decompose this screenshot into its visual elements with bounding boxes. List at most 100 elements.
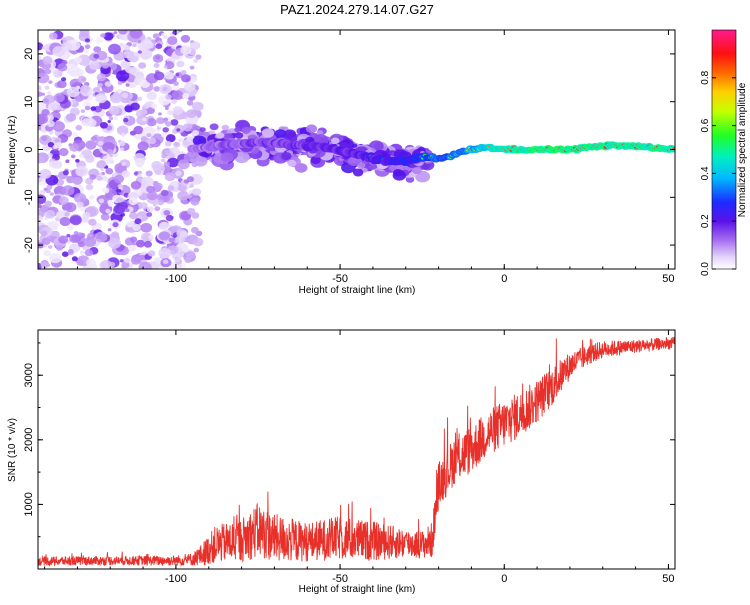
heatmap-cell	[163, 149, 171, 156]
heatmap-cell	[164, 71, 174, 80]
heatmap-cell	[120, 132, 126, 137]
heatmap-cell	[83, 236, 97, 247]
heatmap-cell	[89, 195, 95, 200]
x-tick-label: 0	[501, 573, 507, 585]
heatmap-cell	[98, 198, 105, 204]
heatmap-cell	[192, 101, 204, 112]
spectrogram-x-axis-label: Height of straight line (km)	[299, 285, 416, 296]
heatmap-cell	[40, 230, 48, 237]
heatmap-cell	[234, 127, 241, 133]
heatmap-cell	[53, 93, 65, 103]
heatmap-cell	[143, 240, 152, 248]
heatmap-cell	[131, 241, 137, 246]
spectrogram-x-ticks: -100 -50 0 50	[44, 30, 675, 285]
heatmap-cell	[77, 232, 83, 237]
heatmap-cell	[100, 33, 106, 38]
heatmap-cell	[175, 243, 189, 255]
heatmap-cell	[186, 100, 194, 106]
heatmap-cell	[113, 31, 118, 35]
heatmap-cell	[158, 112, 162, 116]
heatmap-cell	[153, 63, 160, 68]
heatmap-cell	[74, 56, 83, 64]
heatmap-cell	[158, 124, 163, 129]
heatmap-cell	[129, 212, 138, 220]
heatmap-cell	[83, 61, 89, 67]
heatmap-cell	[56, 80, 67, 89]
heatmap-cell	[75, 159, 80, 163]
heatmap-cell	[136, 115, 149, 126]
heatmap-cell	[97, 141, 104, 146]
heatmap-cell	[167, 36, 178, 45]
heatmap-cell	[66, 176, 71, 180]
heatmap-cell	[164, 106, 169, 110]
heatmap-cell	[116, 197, 123, 203]
heatmap-cell	[160, 158, 166, 163]
heatmap-cell	[189, 65, 195, 70]
heatmap-cell	[100, 213, 110, 221]
heatmap-cell	[174, 142, 179, 146]
heatmap-cell	[241, 126, 251, 134]
heatmap-cell	[411, 166, 422, 175]
heatmap-cell	[55, 244, 64, 251]
heatmap-cell	[168, 237, 175, 243]
heatmap-cell	[171, 99, 178, 104]
heatmap-cell	[110, 93, 122, 104]
heatmap-cell	[189, 75, 198, 83]
heatmap-cell	[67, 224, 74, 230]
heatmap-cell	[161, 154, 167, 159]
heatmap-cell	[84, 249, 93, 257]
heatmap-cell	[146, 91, 157, 101]
heatmap-cell	[112, 222, 119, 228]
heatmap-cell	[261, 128, 275, 138]
heatmap-cell	[191, 226, 199, 234]
heatmap-cell	[184, 257, 192, 264]
figure-title: PAZ1.2024.279.14.07.G27	[280, 2, 434, 17]
x-tick-label: -100	[165, 573, 187, 585]
heatmap-cell	[69, 234, 80, 243]
heatmap-cell	[69, 143, 80, 152]
heatmap-cell	[113, 174, 124, 184]
heatmap-cell	[139, 48, 153, 60]
heatmap-cell	[81, 149, 93, 159]
heatmap-cell	[95, 37, 104, 44]
heatmap-cell	[61, 41, 73, 52]
heatmap-cell	[126, 50, 134, 57]
heatmap-cell	[138, 261, 152, 269]
heatmap-cell	[163, 65, 168, 69]
heatmap-cell	[184, 82, 196, 92]
heatmap-cell	[154, 206, 161, 212]
heatmap-cell	[152, 33, 160, 39]
heatmap-cell	[38, 85, 42, 89]
heatmap-cell	[148, 234, 155, 240]
heatmap-cell	[85, 140, 97, 150]
spectrogram-marks	[38, 30, 675, 269]
heatmap-cell	[146, 206, 154, 213]
heatmap-cell	[57, 71, 63, 76]
heatmap-cell	[125, 208, 130, 212]
heatmap-cell	[47, 115, 54, 121]
heatmap-cell	[180, 45, 192, 55]
heatmap-cell	[117, 184, 124, 189]
heatmap-cell	[167, 185, 175, 191]
heatmap-cell	[145, 170, 153, 177]
heatmap-cell	[43, 187, 48, 191]
heatmap-cell	[61, 251, 69, 257]
heatmap-cell	[89, 174, 97, 180]
y-tick-label: 0	[23, 146, 35, 152]
heatmap-cell	[81, 118, 92, 127]
heatmap-cell	[153, 257, 162, 264]
heatmap-cell	[38, 144, 41, 148]
heatmap-cell	[98, 172, 103, 176]
heatmap-cell	[96, 160, 107, 169]
heatmap-cell	[39, 169, 52, 179]
heatmap-cell	[158, 231, 171, 241]
heatmap-cell	[121, 170, 130, 178]
heatmap-cell	[44, 209, 56, 219]
heatmap-cell	[121, 92, 129, 99]
heatmap-cell	[147, 191, 158, 201]
heatmap-cell	[101, 62, 110, 69]
colorbar-tick-label: 0.0	[700, 262, 711, 276]
heatmap-cell	[148, 137, 157, 145]
heatmap-cell	[140, 109, 148, 115]
